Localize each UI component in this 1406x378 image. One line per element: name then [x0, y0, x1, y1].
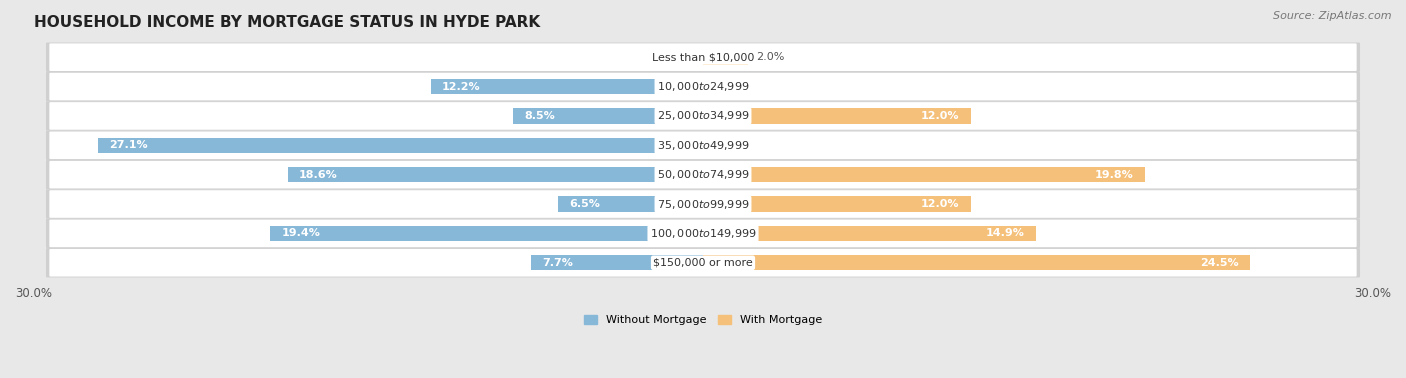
Bar	[703, 167, 1144, 182]
Text: 19.4%: 19.4%	[281, 228, 321, 239]
FancyBboxPatch shape	[46, 248, 1360, 277]
Text: HOUSEHOLD INCOME BY MORTGAGE STATUS IN HYDE PARK: HOUSEHOLD INCOME BY MORTGAGE STATUS IN H…	[34, 15, 540, 30]
FancyBboxPatch shape	[49, 161, 1357, 189]
FancyBboxPatch shape	[46, 160, 1360, 189]
Text: 0.0%: 0.0%	[711, 82, 740, 91]
Text: $75,000 to $99,999: $75,000 to $99,999	[657, 198, 749, 211]
Text: 12.0%: 12.0%	[921, 111, 960, 121]
FancyBboxPatch shape	[46, 72, 1360, 101]
Bar	[513, 108, 703, 124]
Text: 19.8%: 19.8%	[1095, 170, 1133, 180]
Text: 0.0%: 0.0%	[666, 52, 695, 62]
Bar	[703, 108, 970, 124]
Bar	[270, 226, 703, 241]
Bar	[558, 197, 703, 212]
Text: 0.0%: 0.0%	[711, 140, 740, 150]
Text: Less than $10,000: Less than $10,000	[652, 52, 754, 62]
FancyBboxPatch shape	[49, 220, 1357, 247]
Bar	[703, 50, 748, 65]
Text: 7.7%: 7.7%	[543, 258, 574, 268]
Text: $100,000 to $149,999: $100,000 to $149,999	[650, 227, 756, 240]
FancyBboxPatch shape	[49, 102, 1357, 130]
Text: 24.5%: 24.5%	[1199, 258, 1239, 268]
FancyBboxPatch shape	[49, 190, 1357, 218]
Bar	[531, 255, 703, 270]
Text: 27.1%: 27.1%	[110, 140, 148, 150]
Text: 2.0%: 2.0%	[756, 52, 785, 62]
Text: $150,000 or more: $150,000 or more	[654, 258, 752, 268]
Text: $35,000 to $49,999: $35,000 to $49,999	[657, 139, 749, 152]
Text: $25,000 to $34,999: $25,000 to $34,999	[657, 109, 749, 122]
FancyBboxPatch shape	[46, 219, 1360, 248]
Text: 12.0%: 12.0%	[921, 199, 960, 209]
FancyBboxPatch shape	[46, 101, 1360, 131]
Bar	[288, 167, 703, 182]
Bar	[703, 255, 1250, 270]
FancyBboxPatch shape	[49, 43, 1357, 71]
Text: 12.2%: 12.2%	[441, 82, 481, 91]
Text: 14.9%: 14.9%	[986, 228, 1025, 239]
Legend: Without Mortgage, With Mortgage: Without Mortgage, With Mortgage	[579, 311, 827, 330]
Text: Source: ZipAtlas.com: Source: ZipAtlas.com	[1274, 11, 1392, 21]
Text: $50,000 to $74,999: $50,000 to $74,999	[657, 168, 749, 181]
Bar	[430, 79, 703, 94]
Text: 8.5%: 8.5%	[524, 111, 555, 121]
FancyBboxPatch shape	[46, 131, 1360, 160]
Bar	[98, 138, 703, 153]
FancyBboxPatch shape	[46, 42, 1360, 72]
FancyBboxPatch shape	[49, 132, 1357, 159]
FancyBboxPatch shape	[46, 189, 1360, 219]
FancyBboxPatch shape	[49, 249, 1357, 277]
Text: 18.6%: 18.6%	[299, 170, 337, 180]
Bar	[703, 226, 1035, 241]
Bar	[703, 197, 970, 212]
FancyBboxPatch shape	[49, 73, 1357, 101]
Text: $10,000 to $24,999: $10,000 to $24,999	[657, 80, 749, 93]
Text: 6.5%: 6.5%	[569, 199, 600, 209]
